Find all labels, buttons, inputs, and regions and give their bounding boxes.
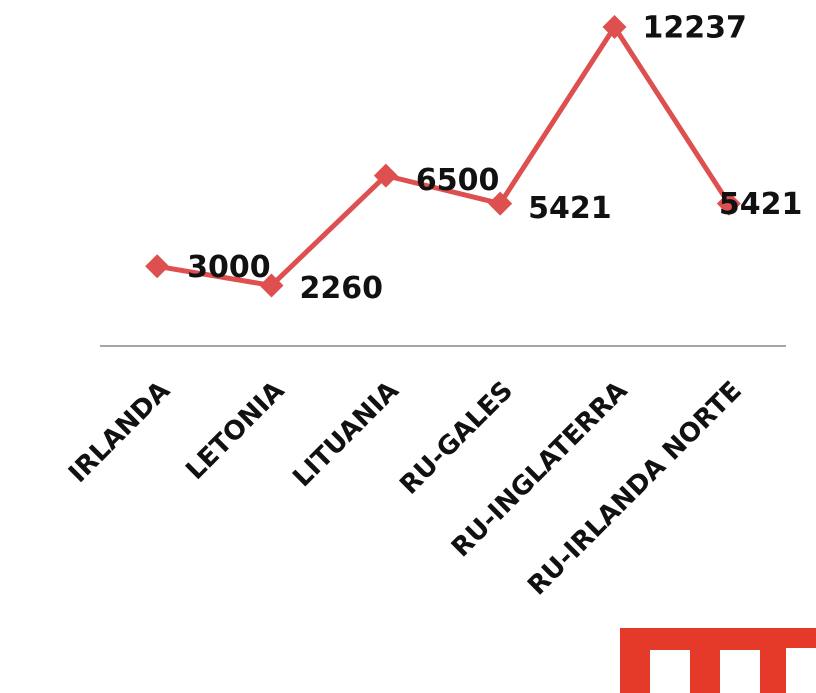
marker bbox=[373, 163, 398, 188]
x-tick-label: LITUANIA bbox=[287, 376, 404, 493]
marker bbox=[602, 15, 627, 40]
marker bbox=[259, 273, 284, 298]
data-label: 6500 bbox=[416, 163, 500, 198]
marker bbox=[716, 191, 741, 216]
data-label: 12237 bbox=[643, 11, 747, 46]
data-label: 3000 bbox=[187, 250, 271, 285]
data-label: 5421 bbox=[719, 187, 803, 222]
marker bbox=[145, 254, 170, 279]
x-tick-label: IRLANDA bbox=[63, 376, 176, 489]
data-label: 2260 bbox=[300, 271, 384, 306]
marker bbox=[488, 191, 513, 216]
x-tick-label: RU-GALES bbox=[394, 376, 519, 501]
x-tick-label: RU-IRLANDA NORTE bbox=[522, 376, 748, 602]
x-tick-label: LETONIA bbox=[180, 376, 290, 486]
data-label: 5421 bbox=[528, 191, 612, 226]
line bbox=[156, 24, 731, 288]
logo bbox=[620, 628, 816, 693]
